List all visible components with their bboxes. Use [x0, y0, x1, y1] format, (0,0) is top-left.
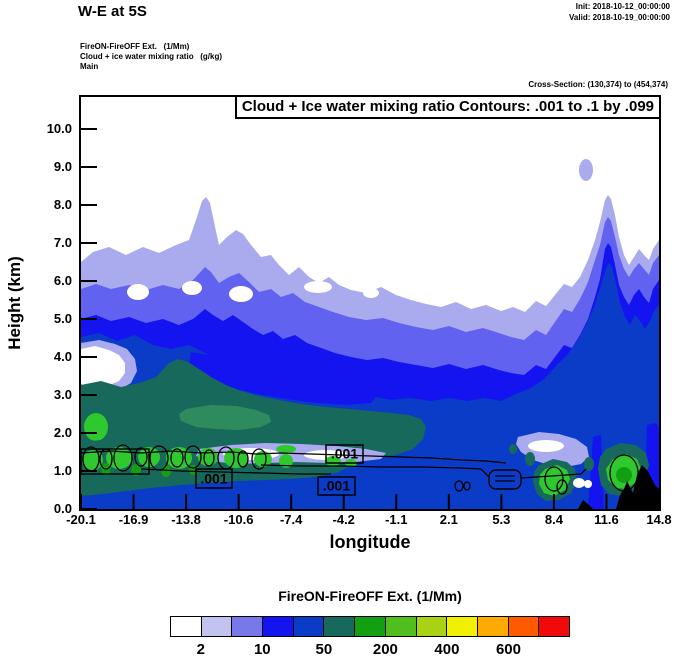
colorbar-cell — [231, 617, 263, 636]
x-tick-label: 11.6 — [594, 512, 619, 527]
x-tick-label: -4.2 — [332, 512, 355, 527]
colorbar-cell — [384, 617, 416, 636]
y-tick-label: 4.0 — [53, 349, 72, 364]
x-tick-label: -1.1 — [385, 512, 408, 527]
x-axis-label: longitude — [329, 532, 411, 552]
x-tick-label: 8.4 — [544, 512, 563, 527]
colorbar-tick-label: 50 — [315, 641, 333, 658]
x-tick-label: 5.3 — [492, 512, 511, 527]
contour-label: .001 — [331, 446, 358, 462]
cross-section-text: Cross-Section: (130,374) to (454,374) — [528, 80, 668, 89]
colorbar-cell — [262, 617, 293, 636]
y-tick-label: 10.0 — [46, 121, 72, 136]
x-tick-label: -20.1 — [66, 512, 96, 527]
page-title: W-E at 5S — [78, 3, 147, 20]
y-tick-label: 7.0 — [53, 235, 72, 250]
y-tick-label: 9.0 — [53, 159, 72, 174]
y-tick-label: 1.0 — [53, 463, 72, 478]
colorbar-cell — [292, 617, 324, 636]
timestamp-block: Init: 2018-10-12_00:00:00 Valid: 2018-10-… — [569, 2, 670, 23]
domain-line: Main — [80, 62, 99, 71]
field-line: Cloud + ice water mixing ratio (g/kg) — [80, 52, 223, 61]
colorbar-tick-label: 600 — [495, 641, 521, 658]
contour-canvas: .001 .001 .001 — [81, 128, 659, 509]
x-tick-label: -10.6 — [223, 512, 254, 527]
x-tick-label: 2.1 — [439, 512, 458, 527]
colorbar-cell — [171, 617, 201, 636]
y-axis-label: Height (km) — [5, 256, 24, 350]
colorbar-tick-label: 2 — [196, 641, 205, 658]
valid-time: Valid: 2018-10-19_00:00:00 — [569, 12, 670, 22]
y-tick-label: 5.0 — [53, 311, 72, 326]
colorbar-tick-label: 200 — [372, 641, 398, 658]
x-tick-label: -13.8 — [171, 512, 201, 527]
init-time: Init: 2018-10-12_00:00:00 — [575, 2, 670, 11]
colorbar-cell — [507, 617, 539, 636]
contour-label: .001 — [200, 471, 227, 487]
y-tick-label: 2.0 — [53, 425, 72, 440]
x-tick-label: -16.9 — [118, 512, 149, 527]
colorbar-tick-label: 400 — [434, 641, 460, 658]
colorbar-cell — [446, 617, 477, 636]
x-tick-label: 14.8 — [646, 512, 672, 527]
plot-area: .001 .001 .001 Cloud + Ice water mixing ra… — [79, 95, 661, 511]
colorbar-title: FireON-FireOFF Ext. (1/Mm) — [278, 588, 462, 604]
header-lines: FireON-FireOFF Ext. (1/Mm) Cloud + ice wa… — [80, 42, 222, 72]
colorbar-cell — [200, 617, 232, 636]
plot-title-box: Cloud + Ice water mixing ratio Contours:… — [234, 95, 661, 119]
y-tick-label: 6.0 — [53, 273, 72, 288]
y-tick-label: 3.0 — [53, 387, 72, 402]
x-tick-label: -7.4 — [279, 512, 303, 527]
colorbar-cell — [323, 617, 355, 636]
colorbar — [170, 616, 570, 637]
model-line: FireON-FireOFF Ext. (1/Mm) — [80, 42, 190, 51]
contour-label: .001 — [323, 478, 350, 494]
colorbar-cell — [538, 617, 569, 636]
colorbar-cell — [354, 617, 385, 636]
y-tick-label: 0.0 — [53, 501, 72, 516]
colorbar-cell — [415, 617, 447, 636]
colorbar-cell — [476, 617, 508, 636]
y-tick-label: 8.0 — [53, 197, 72, 212]
colorbar-tick-label: 10 — [253, 641, 271, 658]
